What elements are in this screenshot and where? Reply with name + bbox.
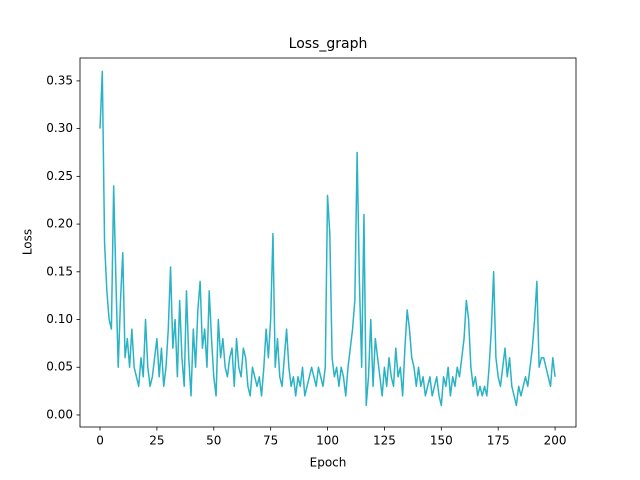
plot-frame: [79, 57, 577, 428]
y-tick-label: 0.10: [46, 312, 73, 326]
y-tick-label: 0.15: [46, 264, 73, 278]
y-tick-label: 0.30: [46, 121, 73, 135]
chart-title: Loss_graph: [289, 36, 368, 52]
x-tick-label: 200: [544, 434, 567, 448]
x-tick-label: 150: [430, 434, 453, 448]
x-tick-label: 100: [316, 434, 339, 448]
x-tick-label: 75: [263, 434, 278, 448]
y-tick-label: 0.20: [46, 217, 73, 231]
y-tick-label: 0.00: [46, 407, 73, 421]
loss-line: [99, 70, 556, 407]
y-tick-label: 0.05: [46, 360, 73, 374]
x-tick-label: 125: [373, 434, 396, 448]
x-tick-label: 25: [149, 434, 164, 448]
y-tick-label: 0.35: [46, 73, 73, 87]
x-tick-label: 0: [96, 434, 104, 448]
x-tick-label: 50: [206, 434, 221, 448]
x-tick-label: 175: [487, 434, 510, 448]
x-axis-label: Epoch: [310, 456, 347, 470]
y-axis-label: Loss: [21, 229, 35, 255]
y-tick-label: 0.25: [46, 169, 73, 183]
